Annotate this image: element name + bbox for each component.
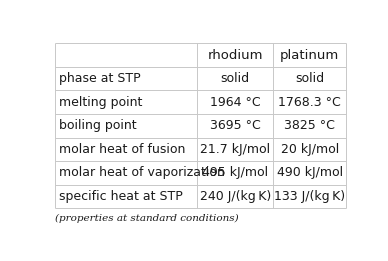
Text: (properties at standard conditions): (properties at standard conditions) [54,214,238,223]
Text: 3825 °C: 3825 °C [284,119,335,132]
Text: 20 kJ/mol: 20 kJ/mol [281,143,339,156]
Text: rhodium: rhodium [208,49,263,62]
Text: 495 kJ/mol: 495 kJ/mol [202,166,268,179]
Text: 21.7 kJ/mol: 21.7 kJ/mol [200,143,270,156]
Text: 240 J/(kg K): 240 J/(kg K) [200,190,271,203]
Text: platinum: platinum [280,49,340,62]
Text: 1768.3 °C: 1768.3 °C [278,96,341,109]
Text: solid: solid [295,72,324,85]
Text: molar heat of vaporization: molar heat of vaporization [59,166,225,179]
Text: 490 kJ/mol: 490 kJ/mol [277,166,343,179]
Text: 133 J/(kg K): 133 J/(kg K) [274,190,345,203]
Text: molar heat of fusion: molar heat of fusion [59,143,185,156]
Text: specific heat at STP: specific heat at STP [59,190,183,203]
Text: melting point: melting point [59,96,142,109]
Text: 3695 °C: 3695 °C [210,119,261,132]
Text: boiling point: boiling point [59,119,137,132]
Text: 1964 °C: 1964 °C [210,96,261,109]
Text: phase at STP: phase at STP [59,72,140,85]
Text: solid: solid [221,72,250,85]
